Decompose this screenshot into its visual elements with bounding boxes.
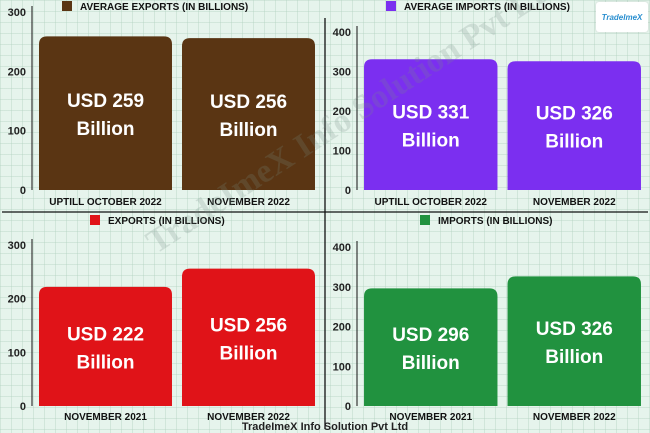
legend-label: IMPORTS (IN BILLIONS) xyxy=(438,216,552,227)
bar-value-label: USD 331 xyxy=(392,103,470,124)
y-tick-label: 300 xyxy=(333,282,351,294)
bar-value-label: Billion xyxy=(76,119,134,140)
footer-credit: TradeImeX Info Solution Pvt Ltd xyxy=(241,421,409,433)
y-tick-label: 0 xyxy=(20,185,26,197)
bar xyxy=(182,268,315,406)
x-category-label: UPTILL OCTOBER 2022 xyxy=(49,197,162,208)
bar xyxy=(507,61,641,191)
y-tick-label: 100 xyxy=(333,146,351,158)
bar-value-label: Billion xyxy=(219,120,277,141)
legend-swatch xyxy=(90,215,100,225)
y-tick-label: 0 xyxy=(345,401,351,413)
bar-value-label: Billion xyxy=(402,353,460,374)
y-tick-label: 300 xyxy=(333,67,351,79)
bar xyxy=(364,59,498,190)
legend-swatch xyxy=(62,1,72,11)
x-category-label: NOVEMBER 2022 xyxy=(533,412,616,423)
legend-label: AVERAGE EXPORTS (IN BILLIONS) xyxy=(80,2,248,13)
x-category-label: UPTILL OCTOBER 2022 xyxy=(375,197,488,208)
y-tick-label: 200 xyxy=(333,106,351,118)
x-category-label: NOVEMBER 2021 xyxy=(389,412,472,423)
bar xyxy=(39,36,172,191)
y-tick-label: 100 xyxy=(8,126,26,138)
bar-value-label: USD 326 xyxy=(536,104,613,125)
brand-logo-text: TradeImeX xyxy=(601,12,643,22)
y-tick-label: 0 xyxy=(20,401,26,413)
bar-value-label: USD 296 xyxy=(392,325,469,346)
bar-value-label: Billion xyxy=(545,132,603,153)
bar-value-label: USD 256 xyxy=(210,92,287,113)
bar xyxy=(182,38,315,191)
y-tick-label: 100 xyxy=(8,347,26,359)
bar xyxy=(364,288,498,406)
legend-swatch xyxy=(386,1,396,11)
bar xyxy=(507,276,641,406)
y-tick-label: 300 xyxy=(8,240,26,252)
bar-value-label: USD 259 xyxy=(67,91,144,112)
bar-value-label: USD 326 xyxy=(536,319,613,340)
bar-value-label: Billion xyxy=(402,131,460,152)
bar-value-label: USD 222 xyxy=(67,324,144,345)
y-tick-label: 0 xyxy=(345,185,351,197)
y-tick-label: 300 xyxy=(8,7,26,19)
brand-logo: TradeImeX xyxy=(596,2,648,32)
y-tick-label: 200 xyxy=(8,66,26,78)
y-tick-label: 200 xyxy=(8,294,26,306)
bar xyxy=(39,286,172,406)
legend-label: EXPORTS (IN BILLIONS) xyxy=(108,216,225,227)
legend-swatch xyxy=(420,215,430,225)
x-category-label: NOVEMBER 2022 xyxy=(533,197,616,208)
bar-value-label: Billion xyxy=(545,347,603,368)
y-tick-label: 100 xyxy=(333,361,351,373)
bar-value-label: Billion xyxy=(76,352,134,373)
legend-label: AVERAGE IMPORTS (IN BILLIONS) xyxy=(404,2,570,13)
y-tick-label: 200 xyxy=(333,322,351,334)
x-category-label: NOVEMBER 2022 xyxy=(207,412,290,423)
bar-value-label: Billion xyxy=(219,343,277,364)
x-category-label: NOVEMBER 2021 xyxy=(64,412,147,423)
y-tick-label: 400 xyxy=(333,27,351,39)
x-category-label: NOVEMBER 2022 xyxy=(207,197,290,208)
y-tick-label: 400 xyxy=(333,242,351,254)
bar-value-label: USD 256 xyxy=(210,315,287,336)
